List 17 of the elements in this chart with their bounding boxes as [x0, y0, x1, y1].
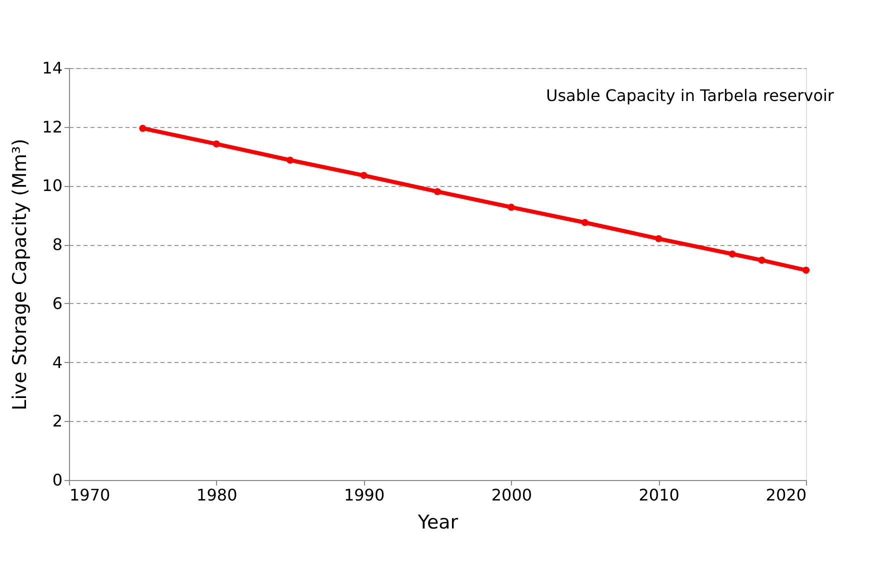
x-tick-label: 2000 — [491, 486, 532, 504]
y-axis-title: Live Storage Capacity (Mm³) — [9, 138, 32, 410]
y-tick-label: 12 — [42, 117, 62, 136]
y-tick-label: 8 — [52, 235, 62, 254]
y-tick-label: 6 — [52, 294, 62, 313]
x-tick-label: 1980 — [196, 486, 238, 504]
x-axis-title: Year — [416, 512, 458, 534]
x-tick-label: 1970 — [70, 486, 110, 504]
y-tick-label: 2 — [52, 412, 62, 431]
x-tick-label: 2010 — [638, 486, 680, 504]
x-tick-label: 1990 — [344, 486, 385, 504]
y-tick-label: 0 — [52, 470, 62, 490]
y-tick-label: 10 — [42, 176, 62, 196]
annotation: Usable Capacity in Tarbela reservoir — [546, 86, 834, 105]
y-tick-label: 14 — [42, 58, 62, 78]
x-tick-label: 2020 — [766, 486, 806, 504]
y-tick-label: 4 — [52, 352, 62, 372]
